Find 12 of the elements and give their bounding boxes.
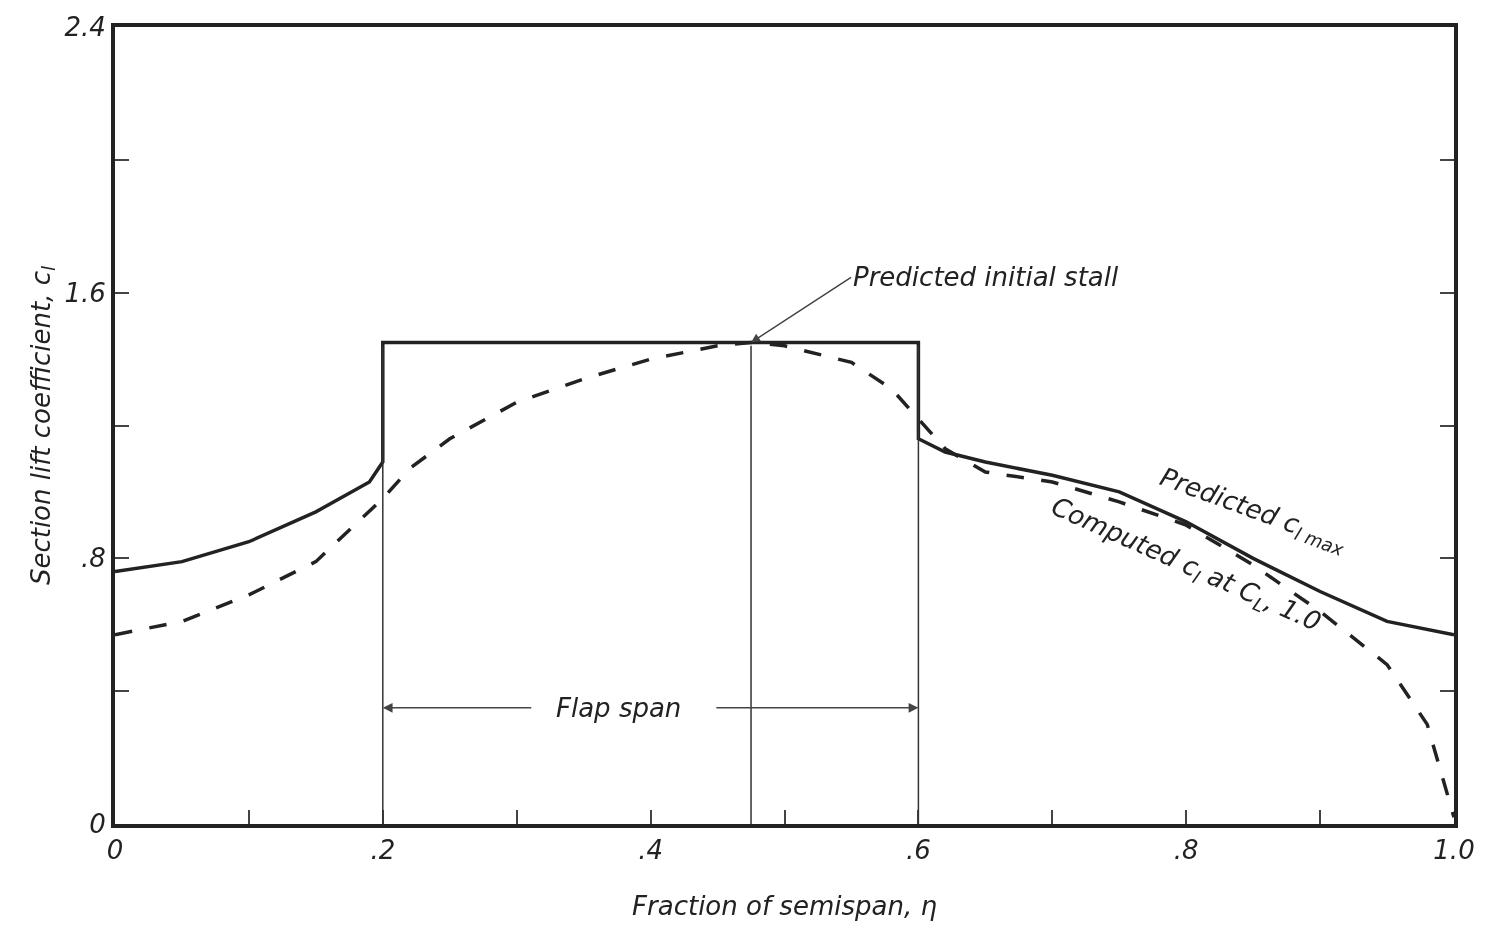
y-tick-label: 1.6 (64, 277, 106, 308)
x-tick-label: .4 (638, 835, 664, 866)
x-tick-label: .8 (1173, 835, 1199, 866)
y-tick-label: .8 (80, 543, 106, 574)
y-tick-label: 2.4 (64, 12, 106, 43)
x-tick-label: 1.0 (1433, 835, 1475, 866)
y-tick-label: 0 (89, 809, 106, 840)
annotation: Flap span (556, 693, 682, 723)
x-tick-label: .2 (370, 835, 396, 866)
x-axis-title: Fraction of semispan, η (632, 891, 937, 921)
x-tick-label: .6 (905, 835, 931, 866)
annotation: Predicted initial stall (853, 262, 1120, 292)
